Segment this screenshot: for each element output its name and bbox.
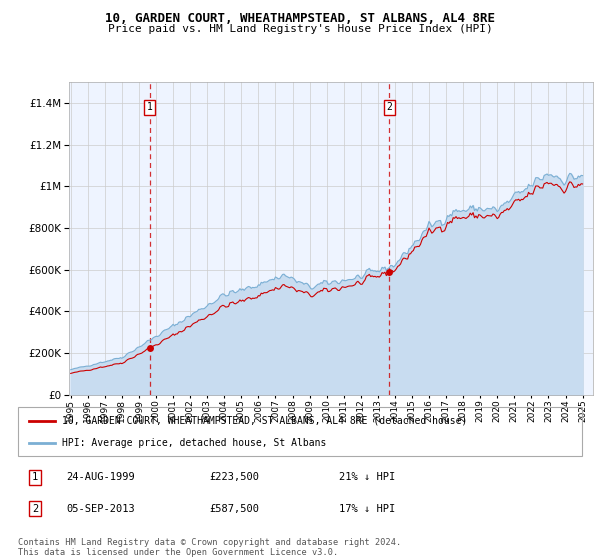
- Text: 05-SEP-2013: 05-SEP-2013: [66, 503, 134, 514]
- Text: HPI: Average price, detached house, St Albans: HPI: Average price, detached house, St A…: [62, 437, 326, 447]
- Text: £587,500: £587,500: [210, 503, 260, 514]
- Text: 1: 1: [32, 472, 38, 482]
- Text: 21% ↓ HPI: 21% ↓ HPI: [340, 472, 396, 482]
- Text: 10, GARDEN COURT, WHEATHAMPSTEAD, ST ALBANS, AL4 8RE (detached house): 10, GARDEN COURT, WHEATHAMPSTEAD, ST ALB…: [62, 416, 467, 426]
- Text: 17% ↓ HPI: 17% ↓ HPI: [340, 503, 396, 514]
- Text: 2: 2: [32, 503, 38, 514]
- Text: 10, GARDEN COURT, WHEATHAMPSTEAD, ST ALBANS, AL4 8RE: 10, GARDEN COURT, WHEATHAMPSTEAD, ST ALB…: [105, 12, 495, 25]
- Text: 24-AUG-1999: 24-AUG-1999: [66, 472, 134, 482]
- Text: 1: 1: [146, 102, 152, 113]
- Text: Contains HM Land Registry data © Crown copyright and database right 2024.
This d: Contains HM Land Registry data © Crown c…: [18, 538, 401, 557]
- Text: 2: 2: [386, 102, 392, 113]
- Text: £223,500: £223,500: [210, 472, 260, 482]
- Text: Price paid vs. HM Land Registry's House Price Index (HPI): Price paid vs. HM Land Registry's House …: [107, 24, 493, 34]
